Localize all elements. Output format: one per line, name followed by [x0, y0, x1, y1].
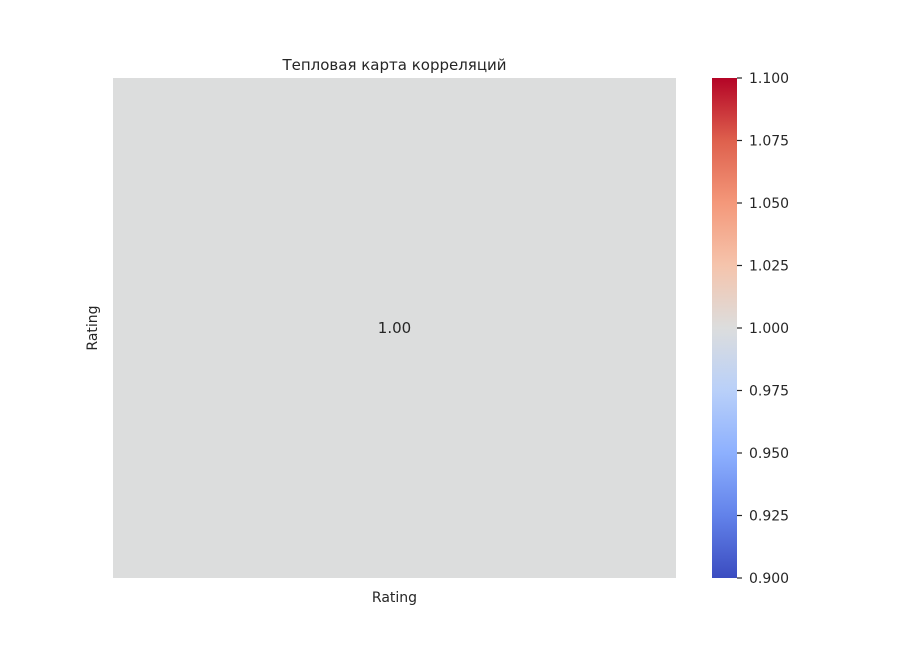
colorbar-tick-label: 1.025: [749, 259, 789, 275]
y-tick-label: Rating: [85, 305, 101, 350]
colorbar-tick-label: 1.075: [749, 134, 789, 150]
colorbar-tick-label: 1.000: [749, 321, 789, 337]
colorbar-gradient: [712, 78, 737, 578]
colorbar-tick-label: 0.950: [749, 446, 789, 462]
chart-title: Тепловая карта корреляций: [281, 56, 506, 74]
x-tick-label: Rating: [372, 590, 417, 606]
colorbar-tick-label: 0.925: [749, 509, 789, 525]
cell-annotation: 1.00: [378, 319, 411, 337]
colorbar-tick-label: 1.100: [749, 71, 789, 87]
heatmap-cell: [113, 78, 676, 578]
x-tick-labels: Rating: [372, 590, 417, 606]
heatmap-cells: 1.00: [113, 78, 676, 578]
colorbar-tick-label: 0.900: [749, 571, 789, 587]
colorbar-tick-label: 0.975: [749, 384, 789, 400]
y-tick-labels: Rating: [85, 305, 101, 350]
colorbar-tick-label: 1.050: [749, 196, 789, 212]
colorbar: 0.900 0.925 0.950 0.975 1.000 1.025 1.050 1.075…: [712, 71, 789, 587]
